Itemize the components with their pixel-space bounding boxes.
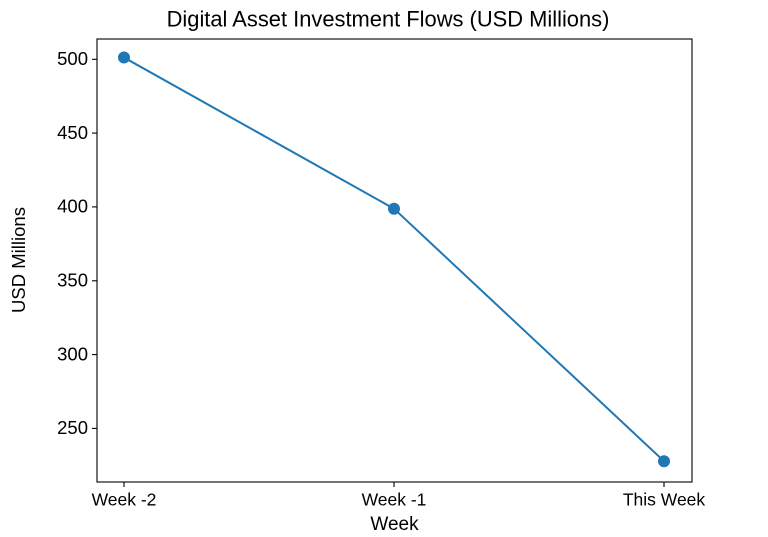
svg-text:450: 450 <box>57 122 88 143</box>
svg-text:Digital Asset Investment Flows: Digital Asset Investment Flows (USD Mill… <box>167 7 610 32</box>
svg-text:350: 350 <box>57 270 88 291</box>
svg-text:This Week: This Week <box>623 490 706 510</box>
svg-text:400: 400 <box>57 196 88 217</box>
svg-text:300: 300 <box>57 343 88 364</box>
svg-text:Week -2: Week -2 <box>92 490 157 510</box>
svg-text:USD Millions: USD Millions <box>8 207 29 313</box>
svg-text:250: 250 <box>57 417 88 438</box>
svg-text:Week -1: Week -1 <box>362 490 427 510</box>
svg-text:500: 500 <box>57 48 88 69</box>
svg-text:Week: Week <box>370 514 419 535</box>
